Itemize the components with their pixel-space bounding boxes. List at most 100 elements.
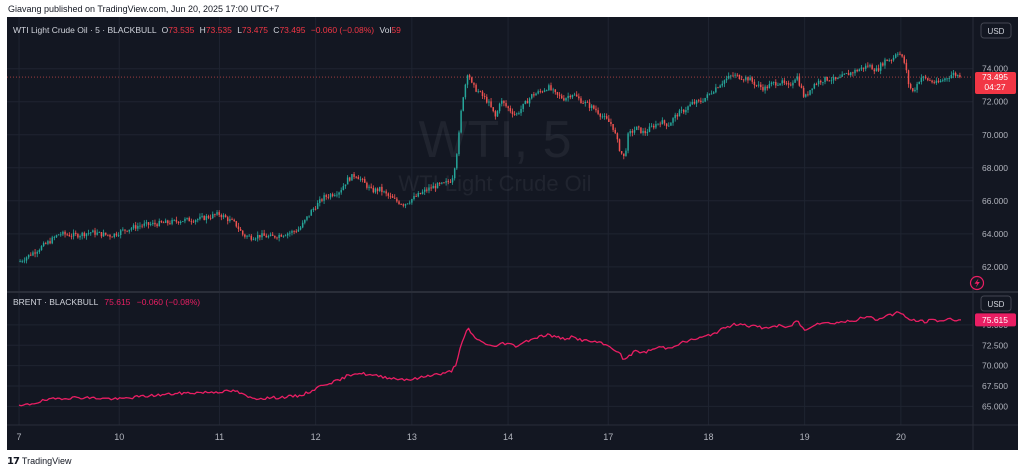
wti-candle-body-65 bbox=[158, 220, 160, 227]
brent-y-tick-3: 72.500 bbox=[982, 340, 1008, 350]
wti-candle-body-137 bbox=[312, 208, 315, 211]
wti-legend[interactable]: WTI Light Crude Oil · 5 · BLACKBULL O73.… bbox=[13, 25, 401, 35]
wti-candle-body-284 bbox=[627, 133, 629, 151]
chart-canvas[interactable]: WTI, 5 WTI Light Crude Oil 62.00064.0006… bbox=[7, 17, 1018, 450]
wti-candle-body-301 bbox=[663, 120, 666, 124]
wti-candle-body-324 bbox=[712, 92, 715, 94]
wti-candle-body-431 bbox=[942, 80, 944, 82]
wti-candle-body-60 bbox=[147, 222, 150, 225]
wti-candle-body-64 bbox=[156, 224, 158, 227]
wti-candle-body-93 bbox=[218, 212, 220, 215]
wti-candle-body-277 bbox=[612, 123, 614, 130]
brent-legend[interactable]: BRENT · BLACKBULL 75.615 −0.060 (−0.08%) bbox=[13, 297, 200, 307]
wti-candle-body-211 bbox=[471, 77, 473, 83]
wti-candle-body-351 bbox=[770, 82, 773, 85]
wti-candle-body-361 bbox=[792, 82, 794, 86]
wti-candle-body-98 bbox=[229, 219, 231, 222]
wti-candle-body-204 bbox=[456, 154, 458, 169]
wti-candle-body-437 bbox=[954, 72, 957, 76]
lightning-icon[interactable] bbox=[969, 275, 985, 291]
wti-candle-body-141 bbox=[321, 199, 323, 201]
wti-y-tick-6: 74.000 bbox=[982, 64, 1008, 74]
wti-candle-body-30 bbox=[83, 232, 86, 237]
wti-candle-body-196 bbox=[438, 183, 441, 184]
wti-candle-body-104 bbox=[241, 230, 244, 235]
wti-candle-body-402 bbox=[879, 63, 882, 71]
brent-currency-button[interactable]: USD bbox=[980, 295, 1012, 312]
wti-candle-body-131 bbox=[299, 227, 302, 230]
wti-candle-body-272 bbox=[601, 116, 604, 118]
wti-candle-body-102 bbox=[237, 226, 240, 230]
wti-candle-body-177 bbox=[398, 201, 400, 204]
wti-candle-body-430 bbox=[939, 80, 942, 83]
wti-candle-body-326 bbox=[717, 87, 719, 89]
wti-candle-body-68 bbox=[164, 220, 167, 223]
wti-candle-body-78 bbox=[186, 217, 188, 219]
wti-candle-body-76 bbox=[182, 221, 184, 223]
wti-candle-body-9 bbox=[38, 250, 41, 252]
wti-candle-body-67 bbox=[162, 222, 165, 224]
wti-currency-button[interactable]: USD bbox=[980, 22, 1012, 39]
wti-candle-body-403 bbox=[882, 63, 884, 66]
wti-candle-body-289 bbox=[638, 126, 640, 128]
wti-candle-body-193 bbox=[432, 185, 435, 189]
wti-candle-body-276 bbox=[610, 121, 612, 124]
wti-candle-body-429 bbox=[937, 80, 940, 83]
tradingview-brand[interactable]: TradingView bbox=[21, 456, 72, 466]
wti-candle-body-221 bbox=[492, 107, 494, 112]
wti-candle-body-123 bbox=[282, 235, 285, 237]
wti-candle-body-243 bbox=[539, 91, 542, 93]
wti-candle-body-124 bbox=[284, 235, 287, 237]
ohlc-l-label: L bbox=[237, 25, 242, 35]
wti-candle-body-53 bbox=[132, 225, 135, 229]
wti-candle-body-154 bbox=[349, 177, 351, 181]
wti-candle-body-103 bbox=[239, 229, 242, 231]
wti-candle-body-400 bbox=[875, 68, 878, 72]
wti-candle-body-113 bbox=[261, 233, 263, 238]
wti-candle-body-80 bbox=[190, 221, 193, 223]
wti-candle-body-208 bbox=[464, 84, 467, 98]
brent-y-tick-2: 70.000 bbox=[982, 361, 1008, 371]
wti-candle-body-132 bbox=[301, 222, 304, 228]
wti-candle-body-18 bbox=[57, 234, 60, 236]
wti-candle-body-428 bbox=[935, 80, 938, 84]
wti-candle-body-101 bbox=[235, 221, 238, 227]
wti-candle-body-105 bbox=[244, 234, 246, 237]
wti-candle-body-139 bbox=[316, 203, 319, 209]
wti-candle-body-306 bbox=[674, 114, 676, 119]
wti-candle-body-285 bbox=[629, 131, 631, 134]
wti-candle-body-212 bbox=[473, 82, 475, 85]
wti-candle-body-40 bbox=[104, 232, 107, 235]
wti-candle-body-360 bbox=[790, 84, 792, 86]
wti-candle-body-354 bbox=[777, 84, 779, 86]
wti-candle-body-49 bbox=[124, 229, 126, 231]
wti-candle-body-432 bbox=[944, 78, 946, 81]
wti-candle-body-29 bbox=[81, 232, 83, 236]
wti-candle-body-281 bbox=[620, 151, 623, 154]
wti-candle-body-224 bbox=[498, 103, 501, 112]
wti-candle-body-264 bbox=[584, 101, 587, 104]
wti-candle-body-369 bbox=[809, 90, 811, 95]
wti-candle-body-436 bbox=[952, 72, 955, 75]
wti-candle-body-74 bbox=[177, 221, 180, 223]
wti-candle-body-372 bbox=[815, 84, 818, 85]
wti-candle-body-38 bbox=[100, 232, 103, 237]
wti-candle-body-150 bbox=[340, 190, 342, 193]
wti-candle-body-391 bbox=[856, 70, 858, 72]
wti-candle-body-320 bbox=[704, 97, 706, 102]
wti-candle-body-373 bbox=[817, 80, 820, 85]
wti-candle-body-362 bbox=[794, 79, 796, 83]
wti-candle-body-421 bbox=[920, 77, 923, 82]
wti-candle-body-314 bbox=[691, 102, 694, 105]
wti-candle-body-225 bbox=[501, 100, 503, 104]
wti-candle-body-302 bbox=[665, 123, 668, 127]
tradingview-logo-icon[interactable]: 17 bbox=[7, 455, 20, 467]
wti-candle-body-374 bbox=[820, 80, 822, 83]
wti-candle-body-407 bbox=[890, 60, 893, 62]
wti-candle-body-233 bbox=[518, 113, 520, 114]
wti-candles bbox=[7, 51, 973, 264]
wti-candle-body-144 bbox=[327, 196, 330, 198]
wti-candle-body-22 bbox=[66, 234, 68, 236]
wti-candle-body-398 bbox=[871, 65, 873, 70]
chart-frame[interactable]: WTI, 5 WTI Light Crude Oil 62.000 64.000 6… bbox=[7, 17, 1018, 450]
